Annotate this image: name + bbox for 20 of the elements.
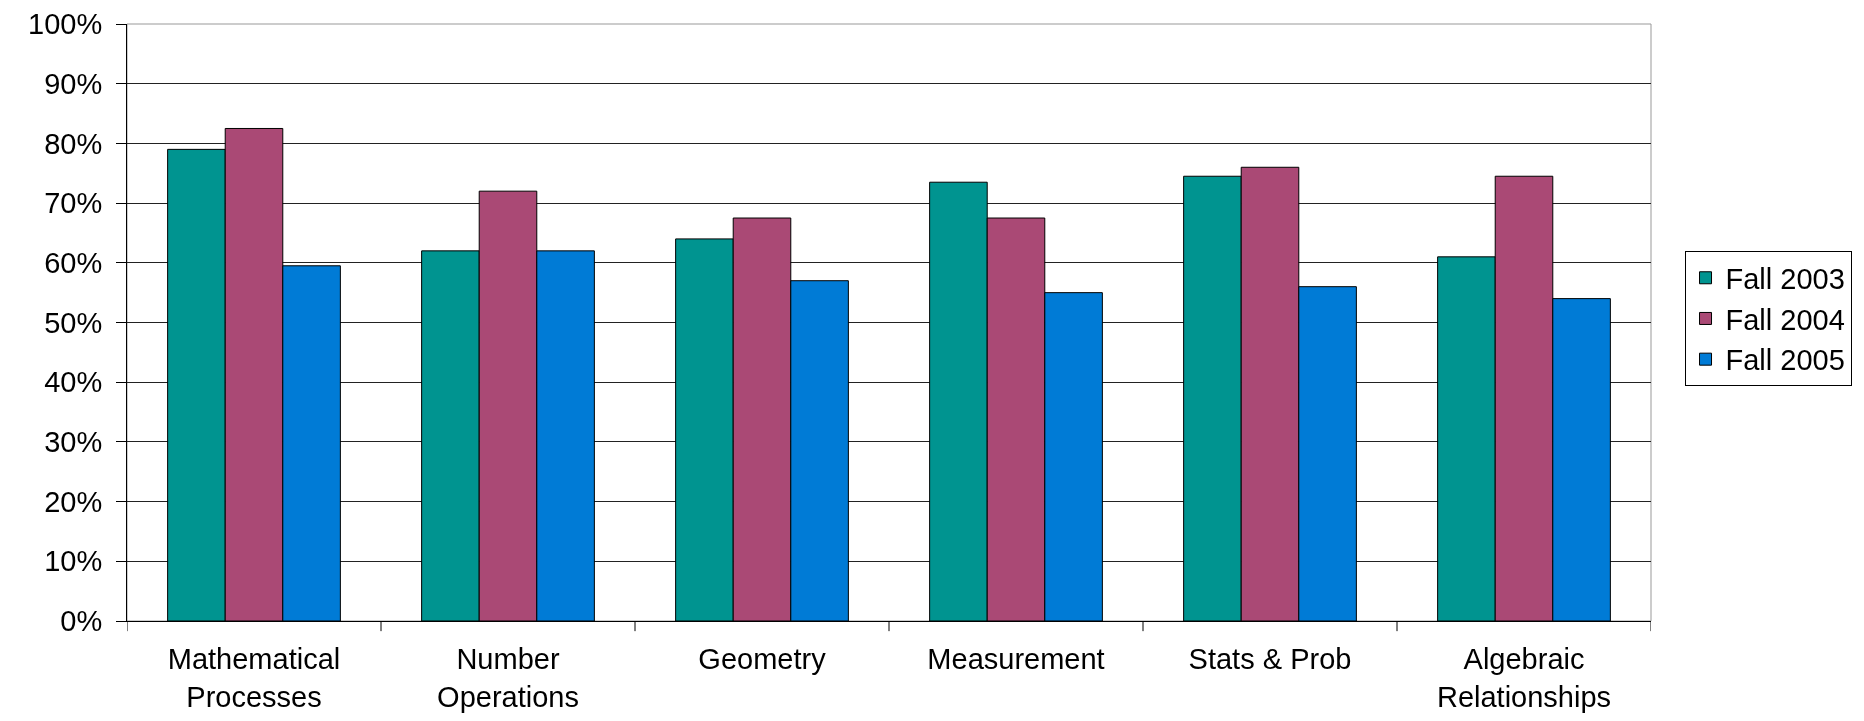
x-tick-label: Algebraic Relationships [1436, 642, 1612, 713]
x-tick-label: Stats & Prob [1188, 642, 1352, 675]
x-tick-label: Mathematical Processes [167, 642, 341, 713]
legend-label: Fall 2004 [1725, 303, 1845, 336]
x-tick-label: Number Operations [437, 642, 579, 713]
y-tick-label: 30% [44, 426, 103, 459]
y-tick-label: 50% [44, 306, 103, 339]
x-tick-label: Geometry [698, 642, 827, 675]
y-tick-label: 90% [44, 67, 103, 100]
y-tick-label: 70% [44, 187, 103, 220]
y-tick-label: 60% [44, 246, 103, 279]
x-tick-label: Measurement [927, 642, 1105, 675]
legend-label: Fall 2005 [1725, 344, 1845, 377]
legend-label: Fall 2003 [1725, 263, 1845, 296]
y-tick-label: 40% [44, 366, 103, 399]
y-tick-label: 0% [60, 605, 103, 638]
y-tick-label: 100% [28, 8, 103, 41]
y-tick-label: 10% [44, 545, 103, 578]
y-tick-label: 80% [44, 127, 103, 160]
y-tick-label: 20% [44, 485, 103, 518]
